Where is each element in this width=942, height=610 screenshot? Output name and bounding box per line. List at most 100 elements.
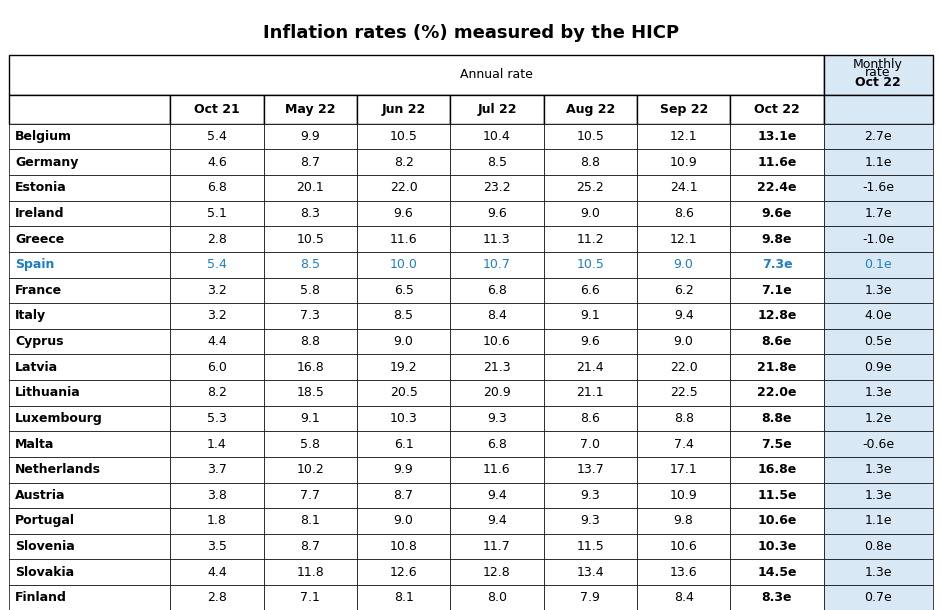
Text: 7.7: 7.7 xyxy=(300,489,320,502)
Text: 10.5: 10.5 xyxy=(390,130,417,143)
Text: 10.0: 10.0 xyxy=(390,258,417,271)
Text: 14.5e: 14.5e xyxy=(757,565,797,579)
Text: Inflation rates (%) measured by the HICP: Inflation rates (%) measured by the HICP xyxy=(263,24,679,43)
Text: 11.8: 11.8 xyxy=(297,565,324,579)
Text: 1.2e: 1.2e xyxy=(865,412,892,425)
Text: 11.7: 11.7 xyxy=(483,540,511,553)
Text: 6.0: 6.0 xyxy=(207,361,227,374)
Text: 9.4: 9.4 xyxy=(487,489,507,502)
Text: 10.2: 10.2 xyxy=(297,463,324,476)
Text: 7.0: 7.0 xyxy=(580,437,600,451)
Text: 3.2: 3.2 xyxy=(207,284,227,297)
Text: 16.8: 16.8 xyxy=(297,361,324,374)
Text: Malta: Malta xyxy=(15,437,55,451)
Text: 7.3: 7.3 xyxy=(300,309,320,323)
Text: Estonia: Estonia xyxy=(15,181,67,195)
Text: 2.8: 2.8 xyxy=(207,232,227,246)
Text: 9.0: 9.0 xyxy=(394,335,414,348)
Text: 8.5: 8.5 xyxy=(300,258,320,271)
Text: 1.3e: 1.3e xyxy=(865,489,892,502)
Text: 1.3e: 1.3e xyxy=(865,284,892,297)
Text: 16.8e: 16.8e xyxy=(757,463,797,476)
Text: 25.2: 25.2 xyxy=(577,181,604,195)
Text: Finland: Finland xyxy=(15,591,67,605)
Text: 7.5e: 7.5e xyxy=(762,437,792,451)
Text: 20.9: 20.9 xyxy=(483,386,511,400)
Text: 5.8: 5.8 xyxy=(300,437,320,451)
Text: Oct 22: Oct 22 xyxy=(855,76,901,89)
Text: 9.0: 9.0 xyxy=(394,514,414,528)
Text: 21.8e: 21.8e xyxy=(757,361,797,374)
Text: Italy: Italy xyxy=(15,309,46,323)
Text: 9.3: 9.3 xyxy=(580,514,600,528)
Text: 9.4: 9.4 xyxy=(674,309,693,323)
Text: 9.1: 9.1 xyxy=(300,412,320,425)
Text: Ireland: Ireland xyxy=(15,207,65,220)
Text: 8.7: 8.7 xyxy=(300,540,320,553)
Text: 6.8: 6.8 xyxy=(207,181,227,195)
Text: 13.1e: 13.1e xyxy=(757,130,797,143)
Text: -1.0e: -1.0e xyxy=(862,232,894,246)
Text: -0.6e: -0.6e xyxy=(862,437,894,451)
Text: 10.6: 10.6 xyxy=(483,335,511,348)
Text: Jul 22: Jul 22 xyxy=(478,102,516,116)
Text: 9.0: 9.0 xyxy=(580,207,600,220)
Text: 7.9: 7.9 xyxy=(580,591,600,605)
Text: 7.1e: 7.1e xyxy=(762,284,792,297)
Text: 19.2: 19.2 xyxy=(390,361,417,374)
Text: 10.6e: 10.6e xyxy=(757,514,797,528)
Text: 1.3e: 1.3e xyxy=(865,386,892,400)
Text: Greece: Greece xyxy=(15,232,64,246)
Text: Jun 22: Jun 22 xyxy=(382,102,426,116)
Text: 9.9: 9.9 xyxy=(394,463,414,476)
Text: 8.2: 8.2 xyxy=(394,156,414,169)
Text: 8.8: 8.8 xyxy=(300,335,320,348)
Text: Portugal: Portugal xyxy=(15,514,75,528)
Text: Netherlands: Netherlands xyxy=(15,463,101,476)
Text: 11.5: 11.5 xyxy=(577,540,604,553)
Text: 8.6: 8.6 xyxy=(580,412,600,425)
Text: 5.1: 5.1 xyxy=(207,207,227,220)
Text: 7.4: 7.4 xyxy=(674,437,693,451)
Text: France: France xyxy=(15,284,62,297)
Text: 21.3: 21.3 xyxy=(483,361,511,374)
Text: Slovenia: Slovenia xyxy=(15,540,74,553)
Text: 10.6: 10.6 xyxy=(670,540,697,553)
Text: 8.3: 8.3 xyxy=(300,207,320,220)
Text: 9.3: 9.3 xyxy=(487,412,507,425)
Text: 8.1: 8.1 xyxy=(300,514,320,528)
Text: 6.1: 6.1 xyxy=(394,437,414,451)
Text: 10.9: 10.9 xyxy=(670,489,697,502)
Text: rate: rate xyxy=(866,66,891,79)
Text: 4.6: 4.6 xyxy=(207,156,227,169)
Text: 9.1: 9.1 xyxy=(580,309,600,323)
Text: 22.5: 22.5 xyxy=(670,386,697,400)
Text: 8.8: 8.8 xyxy=(580,156,600,169)
Text: 10.3: 10.3 xyxy=(390,412,417,425)
Text: Aug 22: Aug 22 xyxy=(565,102,615,116)
Text: 17.1: 17.1 xyxy=(670,463,697,476)
Text: 8.3e: 8.3e xyxy=(762,591,792,605)
Text: 6.6: 6.6 xyxy=(580,284,600,297)
Text: 7.3e: 7.3e xyxy=(762,258,792,271)
Text: 11.5e: 11.5e xyxy=(757,489,797,502)
Text: 11.6e: 11.6e xyxy=(757,156,797,169)
Text: 20.1: 20.1 xyxy=(297,181,324,195)
Text: 21.1: 21.1 xyxy=(577,386,604,400)
Text: Oct 21: Oct 21 xyxy=(194,102,240,116)
Text: 8.2: 8.2 xyxy=(207,386,227,400)
Text: 1.4: 1.4 xyxy=(207,437,227,451)
Text: Oct 22: Oct 22 xyxy=(755,102,800,116)
Text: 9.4: 9.4 xyxy=(487,514,507,528)
Text: 8.6: 8.6 xyxy=(674,207,693,220)
Text: Austria: Austria xyxy=(15,489,66,502)
Text: 18.5: 18.5 xyxy=(297,386,324,400)
Text: 22.0: 22.0 xyxy=(670,361,697,374)
Text: 8.1: 8.1 xyxy=(394,591,414,605)
Text: 1.8: 1.8 xyxy=(207,514,227,528)
Text: Sep 22: Sep 22 xyxy=(659,102,707,116)
Text: 0.9e: 0.9e xyxy=(865,361,892,374)
Text: Lithuania: Lithuania xyxy=(15,386,81,400)
Text: 22.0e: 22.0e xyxy=(757,386,797,400)
Text: 0.1e: 0.1e xyxy=(865,258,892,271)
